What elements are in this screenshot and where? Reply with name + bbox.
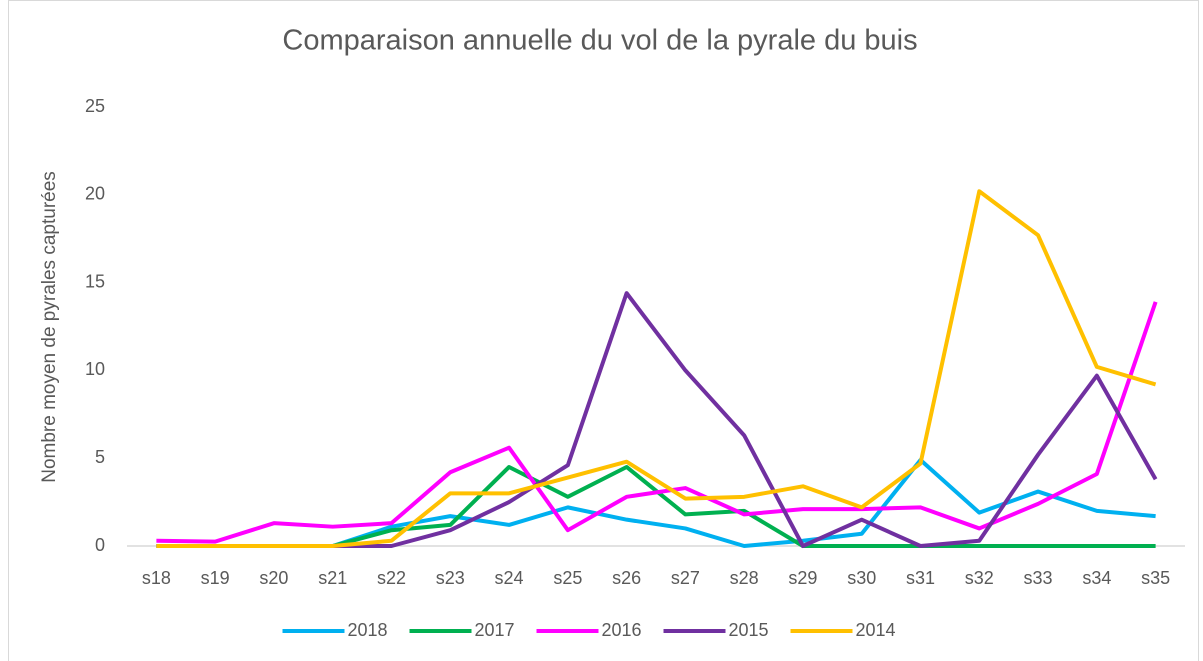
x-tick-label: s31	[906, 568, 935, 588]
x-tick-label: s20	[259, 568, 288, 588]
y-tick-label: 20	[85, 184, 105, 204]
x-tick-label: s26	[612, 568, 641, 588]
x-tick-label: s32	[965, 568, 994, 588]
y-axis-label: Nombre moyen de pyrales capturées	[39, 171, 60, 483]
y-tick-label: 15	[85, 271, 105, 291]
legend-label: 2018	[348, 620, 388, 640]
x-tick-label: s29	[788, 568, 817, 588]
x-tick-label: s28	[730, 568, 759, 588]
x-tick-label: s19	[201, 568, 230, 588]
x-tick-label: s27	[671, 568, 700, 588]
x-tick-label: s23	[436, 568, 465, 588]
x-tick-label: s30	[847, 568, 876, 588]
x-tick-label: s21	[318, 568, 347, 588]
chart-frame	[8, 0, 1199, 661]
chart-title: Comparaison annuelle du vol de la pyrale…	[282, 25, 917, 57]
y-tick-label: 25	[85, 96, 105, 116]
y-tick-label: 10	[85, 359, 105, 379]
legend-label: 2015	[729, 620, 769, 640]
x-tick-label: s24	[495, 568, 524, 588]
legend-label: 2017	[475, 620, 515, 640]
legend-label: 2016	[602, 620, 642, 640]
x-tick-label: s22	[377, 568, 406, 588]
legend-label: 2014	[856, 620, 896, 640]
y-tick-label: 0	[95, 535, 105, 555]
x-tick-label: s34	[1082, 568, 1111, 588]
data-line	[156, 189, 1157, 548]
x-tick-label: s18	[142, 568, 171, 588]
y-tick-label: 5	[95, 447, 105, 467]
x-tick-label: s33	[1024, 568, 1053, 588]
x-tick-label: s35	[1141, 568, 1170, 588]
x-tick-label: s25	[553, 568, 582, 588]
